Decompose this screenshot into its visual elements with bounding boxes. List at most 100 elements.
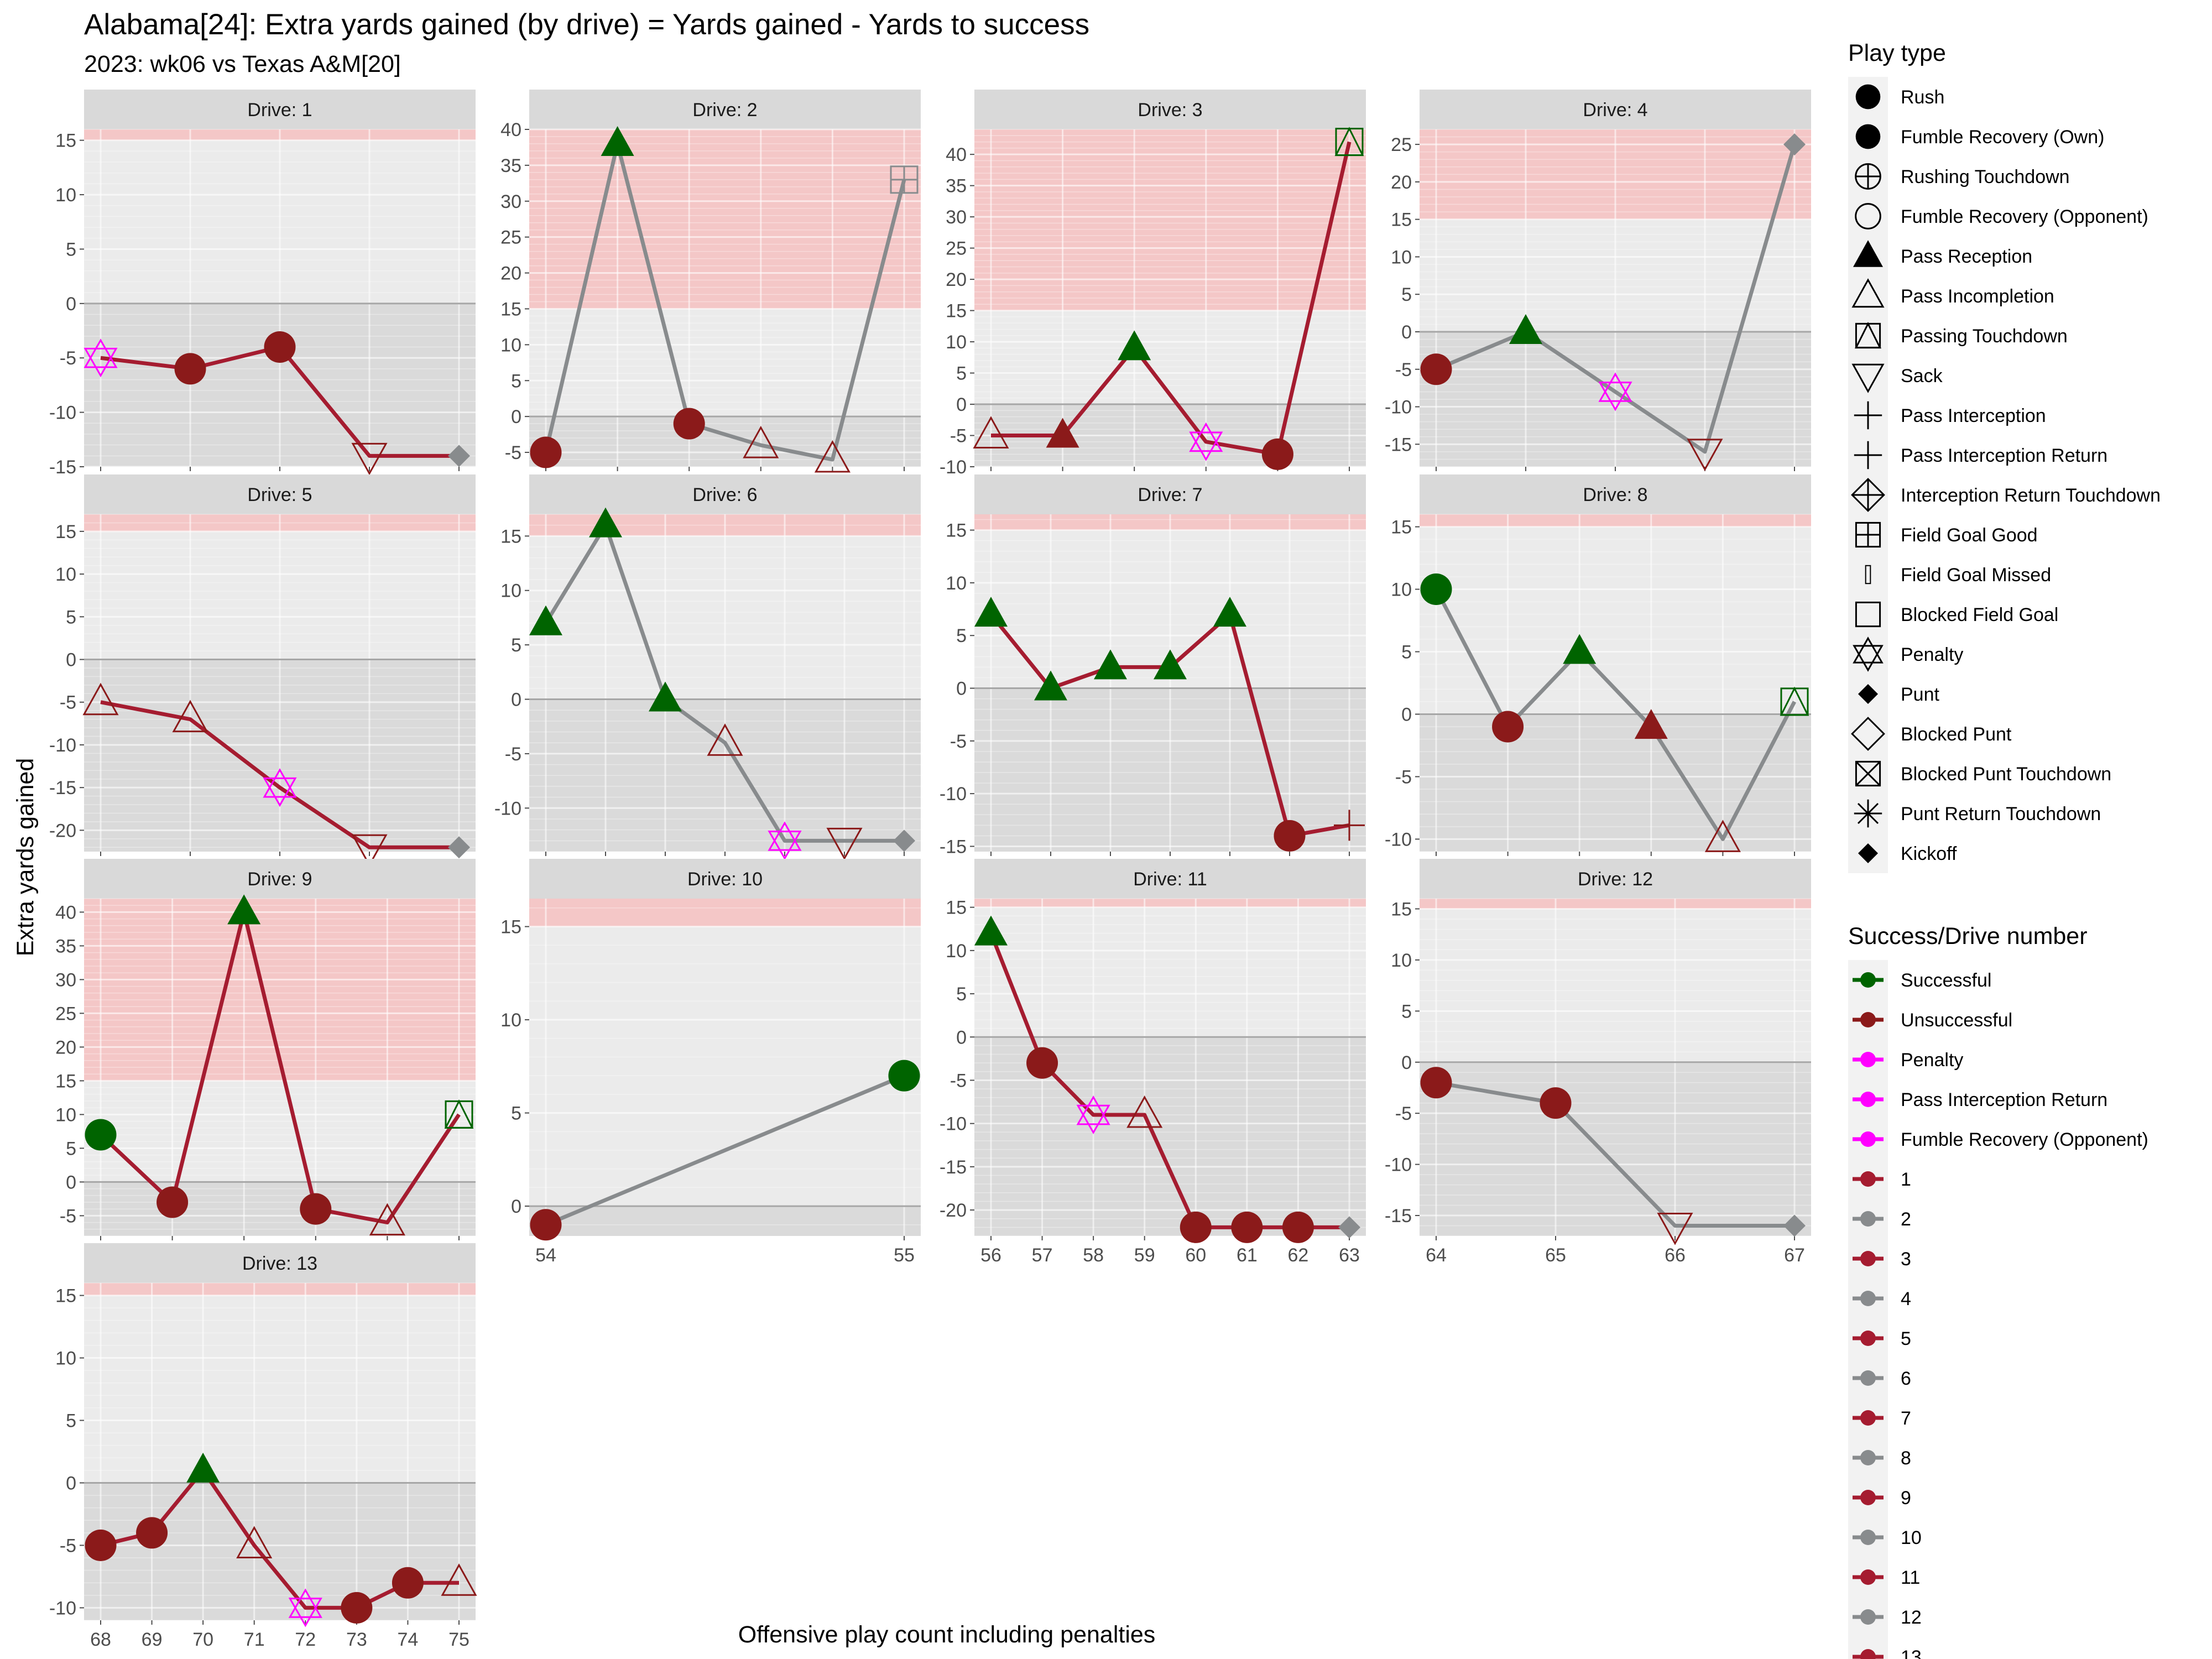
legend-key-icon <box>1865 565 1871 585</box>
panel-drive-11: Drive: 11 -20 -15 -10 -5 0 5 10 15 56 57 58 59 60 61 62… <box>940 859 1366 1266</box>
play-marker <box>300 1193 332 1225</box>
below-zero-band <box>84 1483 476 1620</box>
y-tick-label: 15 <box>1391 210 1412 231</box>
y-tick-label: -10 <box>940 784 967 805</box>
y-tick-label: -5 <box>505 744 521 765</box>
legend-label: Pass Incompletion <box>1901 286 2054 307</box>
legend-success-item: Unsuccessful <box>1848 1000 2012 1040</box>
play-marker <box>1780 686 1809 716</box>
y-tick-label: 0 <box>511 690 521 711</box>
play-marker <box>351 442 388 476</box>
success-zone <box>529 129 921 309</box>
y-tick-label: 0 <box>1401 704 1412 725</box>
x-tick-label: 56 <box>980 1245 1001 1266</box>
drive-line <box>1435 144 1797 454</box>
play-marker <box>288 1588 322 1627</box>
play-marker <box>1213 597 1246 627</box>
play-marker <box>768 821 802 860</box>
success-zone <box>974 129 1366 311</box>
panel-strip-label: Drive: 10 <box>687 869 763 890</box>
y-tick-label: 20 <box>500 263 521 284</box>
y-tick-label: 10 <box>55 185 76 206</box>
play-marker <box>1704 820 1741 852</box>
legend-success-item: 10 <box>1848 1517 1922 1557</box>
legend-label: Punt <box>1901 684 1939 705</box>
panel-strip <box>1420 474 1811 514</box>
play-marker <box>1509 314 1542 344</box>
y-tick-label: 5 <box>511 635 521 656</box>
y-tick-label: -10 <box>940 457 967 478</box>
x-tick-label: 72 <box>295 1629 316 1650</box>
panel-strip-label: Drive: 8 <box>1583 484 1647 505</box>
panel-strip <box>1420 859 1811 899</box>
legend-play-type-item: Blocked Field Goal <box>1848 594 2058 634</box>
legend-label: 3 <box>1901 1249 1911 1270</box>
y-tick-label: 20 <box>946 269 967 290</box>
legend-key-dot <box>1860 1131 1876 1147</box>
y-tick-label: -10 <box>1385 1155 1412 1176</box>
panel-drive-10: Drive: 10 0 5 10 15 54 55 <box>500 859 921 1266</box>
y-tick-label: 10 <box>946 941 967 962</box>
legend-label: 6 <box>1901 1368 1911 1389</box>
play-marker <box>1046 418 1079 448</box>
legend-key-icon <box>1851 717 1885 751</box>
play-marker <box>186 1452 220 1483</box>
x-tick-label: 74 <box>398 1629 419 1650</box>
legend-label: Fumble Recovery (Opponent) <box>1901 1129 2148 1150</box>
panel-drive-6: Drive: 6-10-505101528293031323334 <box>494 474 921 881</box>
play-marker <box>1076 1095 1110 1135</box>
legend-key-dot <box>1860 1092 1876 1107</box>
x-tick-label: 55 <box>894 1245 915 1266</box>
y-tick-label: 10 <box>55 564 76 585</box>
legend-label: Blocked Punt <box>1901 724 2012 745</box>
play-marker <box>1334 127 1364 156</box>
y-tick-label: 0 <box>956 1027 967 1048</box>
y-tick-label: 10 <box>1391 950 1412 971</box>
x-tick-label: 70 <box>192 1629 213 1650</box>
legend-key-icon <box>1854 799 1882 828</box>
play-marker <box>448 445 470 467</box>
x-tick-label: 68 <box>90 1629 111 1650</box>
panel-strip-label: Drive: 11 <box>1133 869 1207 890</box>
y-tick-label: 5 <box>66 239 76 260</box>
legend-play-type-item: Kickoff <box>1848 833 1957 873</box>
y-tick-label: 15 <box>55 131 76 152</box>
y-tick-label: 0 <box>66 650 76 671</box>
play-marker <box>1189 422 1223 461</box>
legend-key-background <box>1848 316 1888 356</box>
y-tick-label: -5 <box>950 1070 967 1091</box>
legend-label: Fumble Recovery (Opponent) <box>1901 206 2148 227</box>
play-marker <box>1231 1211 1263 1243</box>
play-marker <box>236 1526 273 1558</box>
y-tick-label: 5 <box>66 1138 76 1159</box>
play-marker <box>601 126 634 156</box>
panel-drive-8: Drive: 8-10-5051015424344454647 <box>1385 474 1811 881</box>
panel-drive-9: Drive: 9-50510152025303540484950515253 <box>55 859 476 1266</box>
y-tick-label: 5 <box>1401 642 1412 663</box>
success-zone <box>84 899 476 1081</box>
play-marker <box>826 827 863 860</box>
below-zero-band <box>529 416 921 467</box>
y-tick-label: 5 <box>956 625 967 646</box>
y-tick-label: -15 <box>1385 1206 1412 1227</box>
legend-play-type-item: Fumble Recovery (Opponent) <box>1848 196 2148 236</box>
y-tick-label: 10 <box>946 573 967 594</box>
legend-key-dot <box>1860 1530 1876 1545</box>
legend-key-icon <box>1855 601 1881 628</box>
legend-success-item: 5 <box>1848 1318 1911 1358</box>
panel-strip <box>529 474 921 514</box>
play-marker <box>1540 1087 1572 1119</box>
legend-key-dot <box>1860 1370 1876 1386</box>
legend-label: 2 <box>1901 1209 1911 1230</box>
play-marker <box>1034 670 1067 701</box>
legend-success-item: Successful <box>1848 960 1991 1000</box>
legend-success-item: Pass Interception Return <box>1848 1079 2107 1119</box>
y-tick-label: 15 <box>55 521 76 542</box>
legend-label: 5 <box>1901 1328 1911 1349</box>
y-tick-label: 5 <box>1401 284 1412 305</box>
x-tick-label: 57 <box>1032 1245 1053 1266</box>
y-tick-label: -10 <box>49 403 76 424</box>
y-tick-label: 10 <box>55 1104 76 1125</box>
play-marker <box>84 338 118 378</box>
y-tick-label: -5 <box>60 1206 76 1227</box>
